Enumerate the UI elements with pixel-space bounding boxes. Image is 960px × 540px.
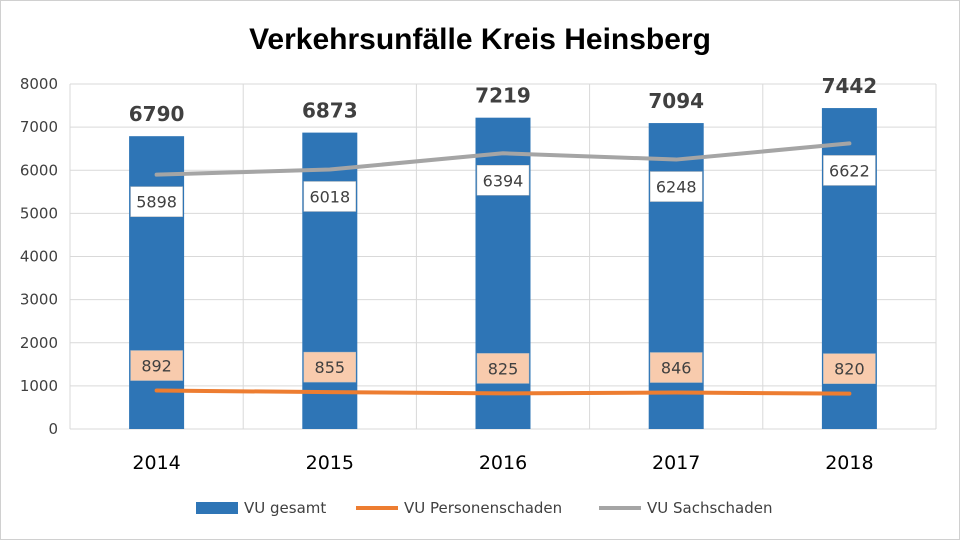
series-point (847, 141, 851, 145)
line-data-label: 825 (488, 359, 519, 378)
series-point (328, 167, 332, 171)
line-data-label-box (130, 350, 183, 381)
line-data-label: 846 (661, 359, 692, 378)
series-point (847, 392, 851, 396)
y-tick-label: 2000 (20, 334, 58, 352)
line-data-label: 855 (315, 358, 346, 377)
line-data-label: 5898 (136, 193, 177, 212)
line-data-label-box (476, 165, 530, 196)
bar-data-label: 6873 (302, 99, 358, 123)
line-data-label: 6622 (829, 161, 870, 180)
series-point (501, 391, 505, 395)
line-data-label-box (823, 155, 876, 186)
series-point (674, 391, 678, 395)
line-data-label: 892 (141, 357, 172, 376)
bar-data-label: 6790 (129, 102, 185, 126)
series-point (328, 390, 332, 394)
legend-label: VU gesamt (244, 499, 326, 517)
line-data-label-box (649, 171, 703, 202)
legend-swatch (196, 502, 238, 514)
y-tick-label: 4000 (20, 248, 58, 266)
bar-data-label: 7442 (822, 74, 878, 98)
x-tick-label: 2017 (652, 452, 700, 474)
y-tick-label: 5000 (20, 204, 58, 222)
legend: VU gesamt VU Personenschaden VU Sachschade… (196, 499, 773, 517)
y-tick-label: 6000 (20, 161, 58, 179)
y-tick-label: 3000 (20, 291, 58, 309)
x-tick-label: 2014 (132, 452, 180, 474)
line-data-label: 6248 (656, 178, 697, 197)
bar (648, 123, 704, 429)
series-point (674, 158, 678, 162)
line-data-label: 6394 (483, 171, 524, 190)
bar-data-label: 7219 (475, 84, 531, 108)
x-tick-label: 2018 (825, 452, 873, 474)
legend-label: VU Sachschaden (647, 499, 773, 517)
x-tick-label: 2015 (306, 452, 354, 474)
chart-title: Verkehrsunfälle Kreis Heinsberg (249, 23, 711, 56)
line-data-label: 820 (834, 360, 865, 379)
line-data-label-box (649, 352, 703, 383)
series-point (501, 151, 505, 155)
series-point (155, 173, 159, 177)
line-data-label-box (130, 186, 183, 217)
bar (302, 132, 358, 429)
line-data-label-box (476, 353, 530, 384)
series-point (155, 389, 159, 393)
legend-label: VU Personenschaden (404, 499, 562, 517)
y-tick-label: 0 (48, 420, 58, 438)
label-layer: 6790 6873 7219 7094 7442 892 855 825 846 820 5898 6… (129, 74, 877, 384)
x-tick-label: 2016 (479, 452, 527, 474)
line-data-label-box (303, 351, 357, 383)
line-data-label: 6018 (309, 187, 350, 206)
line-layer (154, 141, 852, 396)
bar (129, 136, 185, 429)
line-data-label-box (823, 353, 876, 384)
y-tick-label: 7000 (20, 118, 58, 136)
line-data-label-box (303, 181, 357, 212)
y-tick-label: 8000 (20, 75, 58, 93)
axis-layer: 0 1000 2000 3000 4000 5000 6000 7000 8000 2014 201… (20, 75, 874, 474)
y-tick-label: 1000 (20, 377, 58, 395)
bar-data-label: 7094 (648, 89, 704, 113)
